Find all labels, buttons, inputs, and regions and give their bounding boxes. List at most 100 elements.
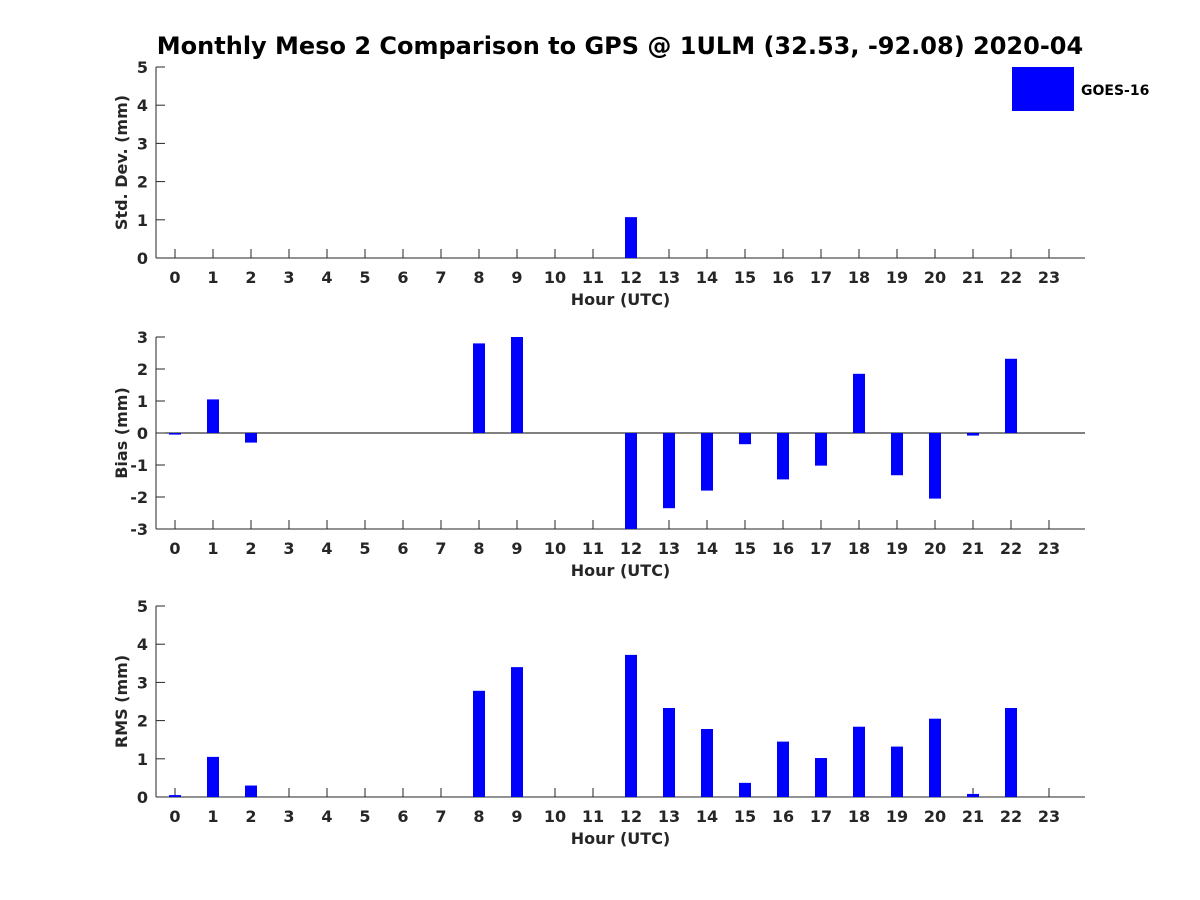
bar <box>207 756 219 797</box>
x-tick-label: 10 <box>544 539 566 558</box>
y-tick-label: 2 <box>137 360 148 379</box>
x-tick-label: 1 <box>207 539 218 558</box>
bar <box>245 785 257 797</box>
x-tick-label: 21 <box>962 807 984 826</box>
bar <box>1005 707 1017 797</box>
x-tick-label: 8 <box>473 807 484 826</box>
bar <box>625 433 637 529</box>
bar <box>853 726 865 797</box>
x-tick-label: 15 <box>734 807 756 826</box>
x-tick-label: 18 <box>848 268 870 287</box>
x-tick-label: 0 <box>169 268 180 287</box>
bar <box>853 373 865 433</box>
x-tick-label: 15 <box>734 539 756 558</box>
x-tick-label: 23 <box>1038 268 1060 287</box>
y-axis-label: Std. Dev. (mm) <box>112 95 131 230</box>
x-tick-label: 6 <box>397 539 408 558</box>
bar <box>473 690 485 797</box>
x-tick-label: 12 <box>620 807 642 826</box>
bar <box>929 433 941 499</box>
x-tick-label: 23 <box>1038 539 1060 558</box>
bar <box>815 758 827 797</box>
x-tick-label: 0 <box>169 539 180 558</box>
y-tick-label: 0 <box>137 788 148 807</box>
x-tick-label: 21 <box>962 268 984 287</box>
x-tick-label: 12 <box>620 539 642 558</box>
x-tick-label: 8 <box>473 268 484 287</box>
y-tick-label: 1 <box>137 750 148 769</box>
x-tick-label: 9 <box>511 807 522 826</box>
x-axis-label: Hour (UTC) <box>571 290 671 309</box>
y-tick-label: 3 <box>137 134 148 153</box>
y-axis-label: Bias (mm) <box>112 387 131 479</box>
x-tick-label: 15 <box>734 268 756 287</box>
bar <box>777 433 789 480</box>
x-tick-label: 4 <box>321 807 332 826</box>
bar <box>625 217 637 258</box>
x-tick-label: 11 <box>582 539 604 558</box>
x-tick-label: 5 <box>359 268 370 287</box>
x-tick-label: 6 <box>397 807 408 826</box>
x-tick-label: 23 <box>1038 807 1060 826</box>
y-tick-label: 3 <box>137 328 148 347</box>
y-tick-label: 2 <box>137 173 148 192</box>
bar <box>473 343 485 433</box>
x-tick-label: 8 <box>473 539 484 558</box>
bar <box>511 337 523 433</box>
x-tick-label: 13 <box>658 268 680 287</box>
x-tick-label: 13 <box>658 807 680 826</box>
x-tick-label: 3 <box>283 539 294 558</box>
bar <box>511 667 523 797</box>
x-tick-label: 18 <box>848 807 870 826</box>
x-tick-label: 11 <box>582 807 604 826</box>
x-tick-label: 17 <box>810 807 832 826</box>
legend-label: GOES-16 <box>1081 83 1149 99</box>
x-tick-label: 9 <box>511 539 522 558</box>
x-tick-label: 4 <box>321 268 332 287</box>
x-tick-label: 9 <box>511 268 522 287</box>
x-tick-label: 18 <box>848 539 870 558</box>
x-tick-label: 17 <box>810 539 832 558</box>
x-tick-label: 1 <box>207 268 218 287</box>
y-tick-label: 1 <box>137 211 148 230</box>
bar <box>701 433 713 491</box>
x-tick-label: 13 <box>658 539 680 558</box>
bar <box>663 707 675 797</box>
x-tick-label: 12 <box>620 268 642 287</box>
y-tick-label: 1 <box>137 392 148 411</box>
bar <box>891 746 903 797</box>
x-tick-label: 2 <box>245 807 256 826</box>
x-tick-label: 16 <box>772 268 794 287</box>
x-tick-label: 4 <box>321 539 332 558</box>
y-tick-label: -3 <box>130 520 148 539</box>
x-tick-label: 0 <box>169 807 180 826</box>
x-tick-label: 5 <box>359 807 370 826</box>
x-tick-label: 2 <box>245 539 256 558</box>
x-tick-label: 6 <box>397 268 408 287</box>
legend-swatch <box>1012 67 1074 111</box>
y-tick-label: 4 <box>137 635 148 654</box>
y-tick-label: 0 <box>137 249 148 268</box>
y-axis-label: RMS (mm) <box>112 655 131 748</box>
bar <box>967 433 979 436</box>
x-tick-label: 19 <box>886 539 908 558</box>
x-axis-label: Hour (UTC) <box>571 829 671 848</box>
x-tick-label: 10 <box>544 807 566 826</box>
bar <box>739 782 751 797</box>
chart-title: Monthly Meso 2 Comparison to GPS @ 1ULM … <box>157 32 1083 60</box>
y-tick-label: 3 <box>137 673 148 692</box>
bar <box>625 654 637 797</box>
x-tick-label: 3 <box>283 268 294 287</box>
bar <box>169 795 181 797</box>
x-tick-label: 22 <box>1000 539 1022 558</box>
x-tick-label: 3 <box>283 807 294 826</box>
x-tick-label: 19 <box>886 807 908 826</box>
x-tick-label: 14 <box>696 539 718 558</box>
x-tick-label: 7 <box>435 268 446 287</box>
bar <box>929 718 941 797</box>
x-tick-label: 10 <box>544 268 566 287</box>
y-tick-label: 4 <box>137 96 148 115</box>
bar <box>245 433 257 443</box>
